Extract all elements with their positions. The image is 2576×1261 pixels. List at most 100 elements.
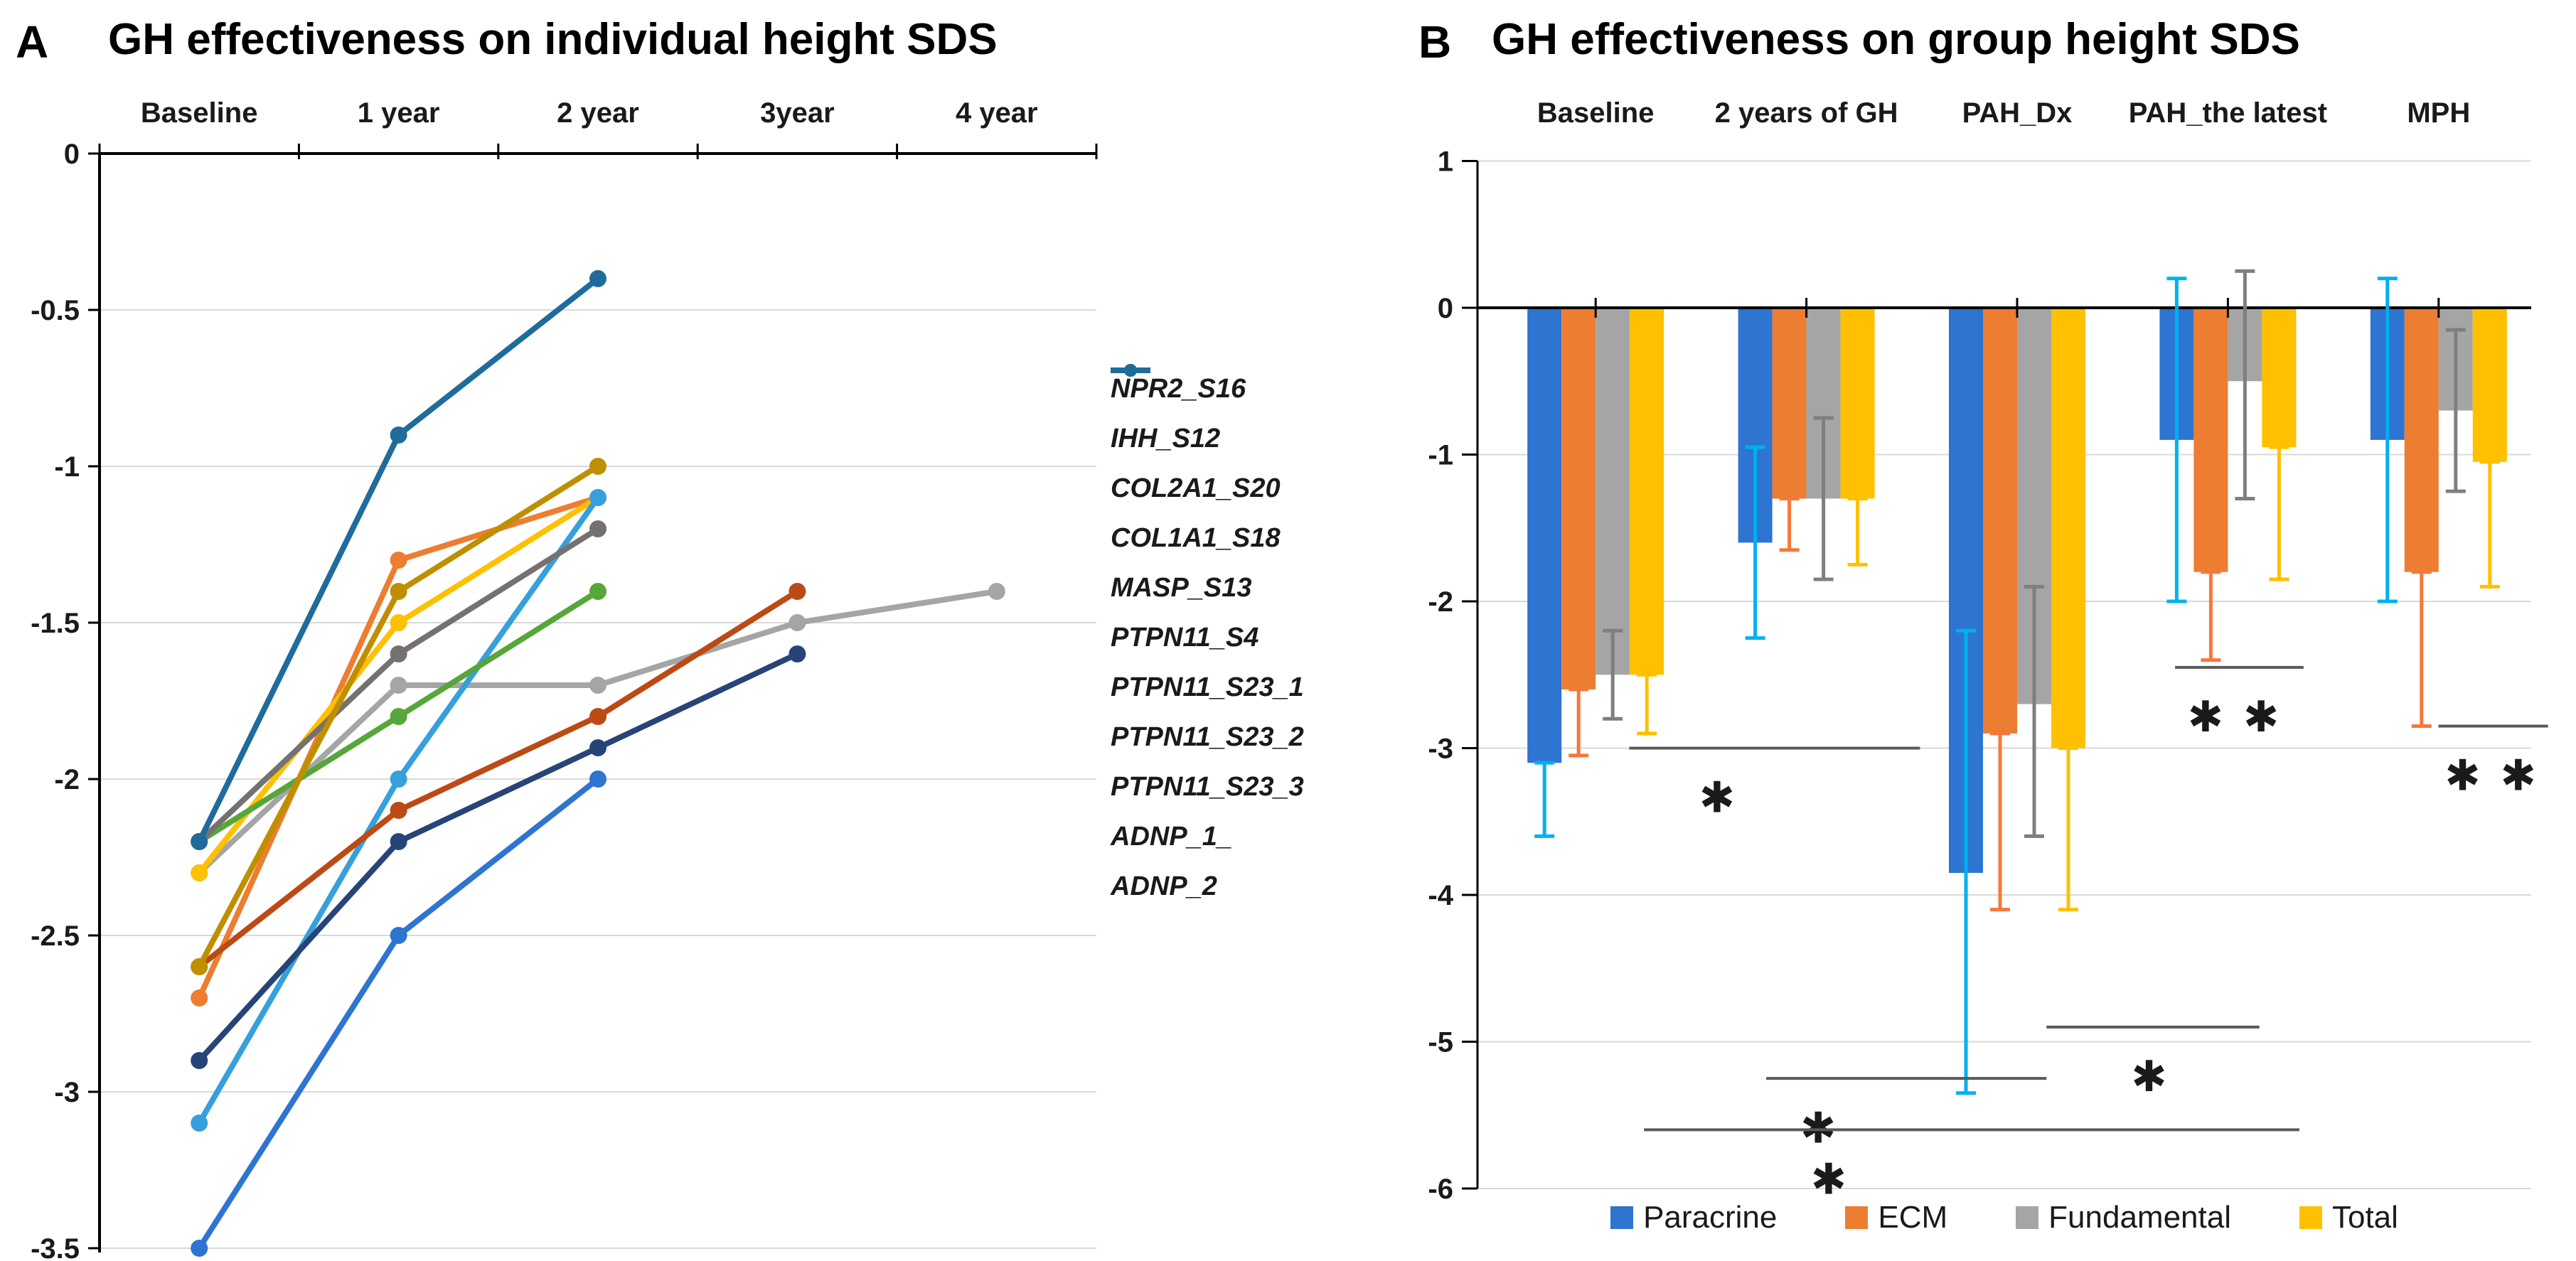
panel-b-title: GH effectiveness on group height SDS <box>1492 15 2300 64</box>
data-point <box>191 1240 208 1257</box>
bar-Total-0 <box>1630 308 1664 675</box>
data-point <box>390 771 407 788</box>
x-tick-label: Baseline <box>141 97 258 129</box>
data-point <box>789 614 806 631</box>
x-tick-label: 3year <box>760 97 835 129</box>
legend-swatch-icon <box>1610 1206 1634 1229</box>
significance-stars: ✱ ✱ <box>2188 692 2285 742</box>
data-point <box>390 614 407 631</box>
legend-item-NPR2_S16: NPR2_S16 <box>1111 364 1389 414</box>
legend-item-ADNP_2: ADNP_2 <box>1111 364 1389 911</box>
significance-3: ✱ <box>2046 1025 2260 1102</box>
bar-Total-4 <box>2472 308 2507 462</box>
x-tick-label: Baseline <box>1537 97 1655 129</box>
series-COL2A1_S20 <box>191 583 1005 881</box>
data-point <box>589 520 606 537</box>
significance-2: ✱ ✱ <box>2438 724 2548 801</box>
y-tick-label: 0 <box>1438 293 1453 324</box>
x-tick-label: PAH_Dx <box>1962 97 2073 129</box>
data-point <box>589 458 606 475</box>
y-tick-label: -5 <box>1428 1027 1453 1058</box>
data-point <box>589 739 606 756</box>
error-bars-Paracrine <box>1534 277 2398 1095</box>
data-point <box>390 802 407 819</box>
significance-stars: ✱ <box>1811 1155 1852 1205</box>
legend-label: PTPN11_S23_2 <box>1111 721 1304 752</box>
series-NPR2_S16 <box>191 771 606 1257</box>
data-point <box>191 989 208 1007</box>
data-point <box>390 583 407 600</box>
legend-item-COL1A1_S18: COL1A1_S18 <box>1111 364 1389 563</box>
bar-series-ECM <box>1561 308 2439 734</box>
data-point <box>789 583 806 600</box>
legend-item-Total: Total <box>2299 1200 2398 1235</box>
significance-5: ✱ <box>1644 1128 2299 1205</box>
series-line <box>196 589 801 970</box>
legend-item-MASP_S13: MASP_S13 <box>1111 364 1389 613</box>
legend-swatch-icon <box>2299 1206 2322 1229</box>
legend-label: PTPN11_S4 <box>1111 622 1259 653</box>
panel-a-legend: NPR2_S16 IHH_S12 COL2A1_S20 COL1A1_S18 MASP_… <box>1111 364 1389 911</box>
significance-0: ✱ <box>1629 746 1920 823</box>
y-tick-label: -2 <box>54 764 80 795</box>
panel-b-letter: B <box>1418 16 1452 68</box>
data-point <box>191 1052 208 1069</box>
legend-swatch-icon <box>1845 1206 1869 1229</box>
legend-item-PTPN11_S4: PTPN11_S4 <box>1111 364 1389 662</box>
data-point <box>191 1115 208 1132</box>
x-tick-label: 2 years of GH <box>1715 97 1898 129</box>
legend-item-ECM: ECM <box>1845 1200 1947 1235</box>
data-point <box>390 833 407 850</box>
data-point <box>589 270 606 287</box>
y-tick-label: -1 <box>54 451 80 483</box>
y-tick-label: -2.5 <box>31 921 80 952</box>
legend-label: PTPN11_S23_1 <box>1111 672 1304 702</box>
data-point <box>390 677 407 694</box>
legend-label: Paracrine <box>1643 1200 1778 1235</box>
significance-stars: ✱ <box>1699 773 1741 823</box>
data-point <box>589 677 606 694</box>
bar-Total-1 <box>1840 308 1875 499</box>
data-point <box>390 708 407 725</box>
y-tick-label: -0.5 <box>31 295 80 326</box>
legend-label: COL1A1_S18 <box>1111 522 1281 553</box>
data-point <box>390 426 407 444</box>
significance-stars: ✱ <box>1800 1103 1842 1153</box>
legend-item-Fundamental: Fundamental <box>2016 1200 2231 1235</box>
bar-ECM-1 <box>1772 308 1807 499</box>
legend-label: MASP_S13 <box>1111 572 1252 603</box>
legend-item-IHH_S12: IHH_S12 <box>1111 364 1389 463</box>
data-point <box>589 489 606 506</box>
data-point <box>988 583 1005 600</box>
data-point <box>589 771 606 788</box>
error-bars-ECM <box>1568 496 2432 912</box>
legend-item-PTPN11_S23_2: PTPN11_S23_2 <box>1111 364 1389 762</box>
bar-Fundamental-0 <box>1596 308 1630 675</box>
series-PTPN11_S23_1 <box>191 645 806 1069</box>
y-tick-label: 0 <box>64 139 80 170</box>
bar-Total-2 <box>2051 308 2085 748</box>
data-point <box>390 645 407 662</box>
series-ADNP_2 <box>191 270 606 850</box>
legend-item-PTPN11_S23_1: PTPN11_S23_1 <box>1111 364 1389 712</box>
y-tick-label: -3.5 <box>31 1233 80 1261</box>
legend-marker-icon <box>1111 364 1150 377</box>
panel-a-title: GH effectiveness on individual height SD… <box>108 15 998 64</box>
y-tick-label: -1.5 <box>31 608 80 639</box>
significance-4: ✱ <box>1766 1077 2047 1153</box>
significance-stars: ✱ <box>2131 1052 2172 1102</box>
error-bars-Fundamental <box>1603 269 2466 838</box>
legend-item-COL2A1_S20: COL2A1_S20 <box>1111 364 1389 513</box>
bar-ECM-4 <box>2404 308 2439 572</box>
data-point <box>390 552 407 569</box>
bar-series-Total <box>1630 308 2507 748</box>
legend-label: IHH_S12 <box>1111 423 1221 454</box>
y-tick-label: -2 <box>1428 586 1453 618</box>
legend-item-Paracrine: Paracrine <box>1610 1200 1777 1235</box>
data-point <box>191 958 208 975</box>
x-tick-label: PAH_the latest <box>2129 97 2327 129</box>
legend-label: Total <box>2331 1200 2398 1235</box>
y-tick-label: -1 <box>1428 440 1453 471</box>
